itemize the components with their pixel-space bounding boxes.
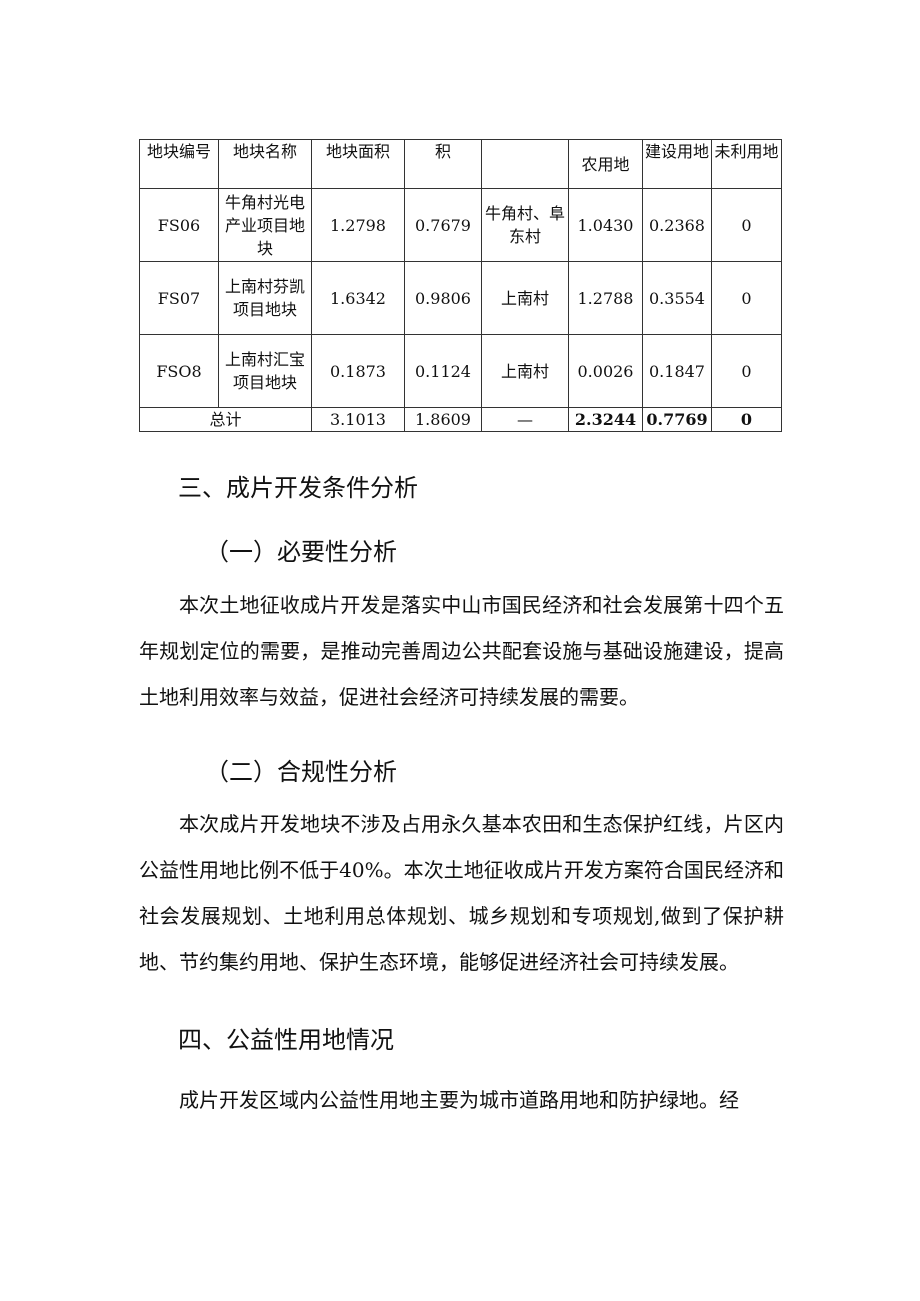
cell: 2.3244 bbox=[568, 407, 643, 432]
cell: — bbox=[481, 407, 569, 432]
cell: 0.1847 bbox=[642, 334, 712, 408]
cell: 1.2788 bbox=[568, 261, 643, 335]
header-cell bbox=[481, 139, 569, 189]
cell: 0.0026 bbox=[568, 334, 643, 408]
land-table: 地块编号 地块名称 地块面积 积 农用地 建设用地 未利用地 FS06 牛角村光… bbox=[139, 139, 782, 432]
cell: 上南村 bbox=[481, 261, 569, 335]
table-row: FSO8 上南村汇宝项目地块 0.1873 0.1124 上南村 0.0026 … bbox=[139, 334, 782, 408]
header-cell: 积 bbox=[404, 139, 482, 189]
table-row: FS07 上南村芬凯项目地块 1.6342 0.9806 上南村 1.2788 … bbox=[139, 261, 782, 335]
cell: FS07 bbox=[139, 261, 219, 335]
header-cell: 未利用地 bbox=[711, 139, 782, 189]
header-cell: 地块面积 bbox=[311, 139, 405, 189]
cell: 0.2368 bbox=[642, 188, 712, 262]
table-row: FS06 牛角村光电产业项目地块 1.2798 0.7679 牛角村、阜东村 1… bbox=[139, 188, 782, 262]
cell: 1.2798 bbox=[311, 188, 405, 262]
section-heading: 四、公益性用地情况 bbox=[178, 1026, 394, 1054]
paragraph: 本次成片开发地块不涉及占用永久基本农田和生态保护红线，片区内公益性用地比例不低于… bbox=[139, 812, 784, 974]
cell: 0.7679 bbox=[404, 188, 482, 262]
subsection-heading: （二）合规性分析 bbox=[205, 758, 397, 786]
subsection-heading: （一）必要性分析 bbox=[205, 538, 397, 566]
header-cell: 农用地 bbox=[568, 139, 643, 189]
cell: 0.7769 bbox=[642, 407, 712, 432]
cell: 1.6342 bbox=[311, 261, 405, 335]
cell: 上南村汇宝项目地块 bbox=[218, 334, 312, 408]
cell: 0.3554 bbox=[642, 261, 712, 335]
total-label: 总计 bbox=[139, 407, 312, 432]
cell: 0.1124 bbox=[404, 334, 482, 408]
cell: 0.9806 bbox=[404, 261, 482, 335]
cell: 0 bbox=[711, 334, 782, 408]
header-cell: 建设用地 bbox=[642, 139, 712, 189]
table-header-row: 地块编号 地块名称 地块面积 积 农用地 建设用地 未利用地 bbox=[139, 139, 782, 189]
cell: 1.0430 bbox=[568, 188, 643, 262]
cell: 0.1873 bbox=[311, 334, 405, 408]
cell: 1.8609 bbox=[404, 407, 482, 432]
cell: 0 bbox=[711, 407, 782, 432]
cell: 上南村芬凯项目地块 bbox=[218, 261, 312, 335]
cell: 0 bbox=[711, 261, 782, 335]
cell: FSO8 bbox=[139, 334, 219, 408]
cell: 上南村 bbox=[481, 334, 569, 408]
section-heading: 三、成片开发条件分析 bbox=[178, 474, 418, 502]
header-cell: 地块名称 bbox=[218, 139, 312, 189]
cell: 牛角村光电产业项目地块 bbox=[218, 188, 312, 262]
cell: 牛角村、阜东村 bbox=[481, 188, 569, 262]
cell: FS06 bbox=[139, 188, 219, 262]
paragraph: 本次土地征收成片开发是落实中山市国民经济和社会发展第十四个五年规划定位的需要，是… bbox=[139, 593, 784, 709]
total-row: 总计 3.1013 1.8609 — 2.3244 0.7769 0 bbox=[139, 407, 782, 432]
cell: 3.1013 bbox=[311, 407, 405, 432]
paragraph: 成片开发区域内公益性用地主要为城市道路用地和防护绿地。经 bbox=[179, 1088, 739, 1112]
header-cell: 地块编号 bbox=[139, 139, 219, 189]
cell: 0 bbox=[711, 188, 782, 262]
